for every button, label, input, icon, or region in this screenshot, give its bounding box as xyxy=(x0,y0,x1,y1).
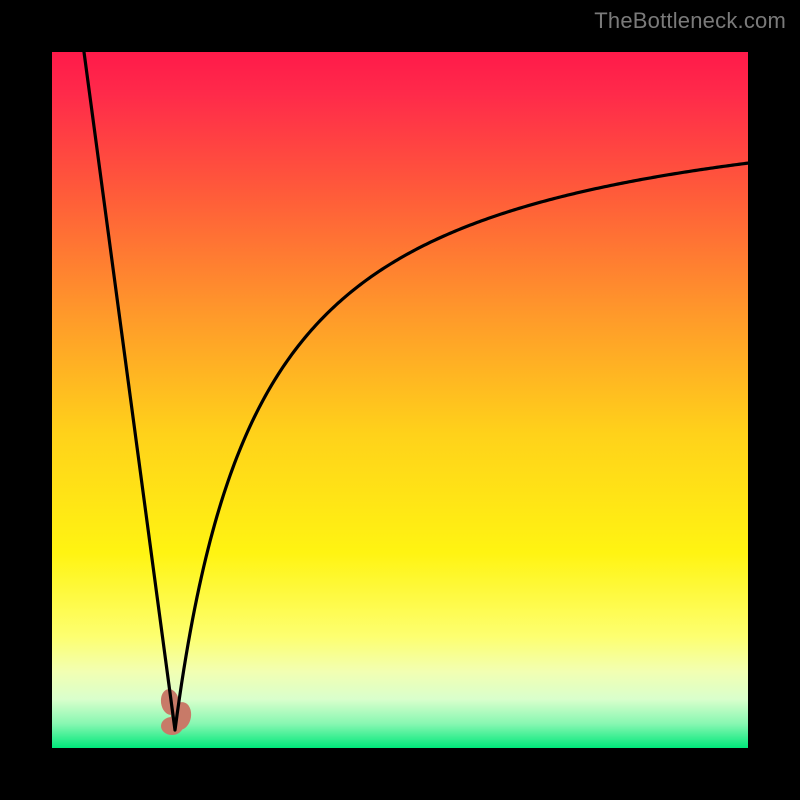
chart-svg xyxy=(0,0,800,800)
chart-background xyxy=(52,52,748,748)
watermark-text: TheBottleneck.com xyxy=(594,8,786,34)
root: TheBottleneck.com xyxy=(0,0,800,800)
